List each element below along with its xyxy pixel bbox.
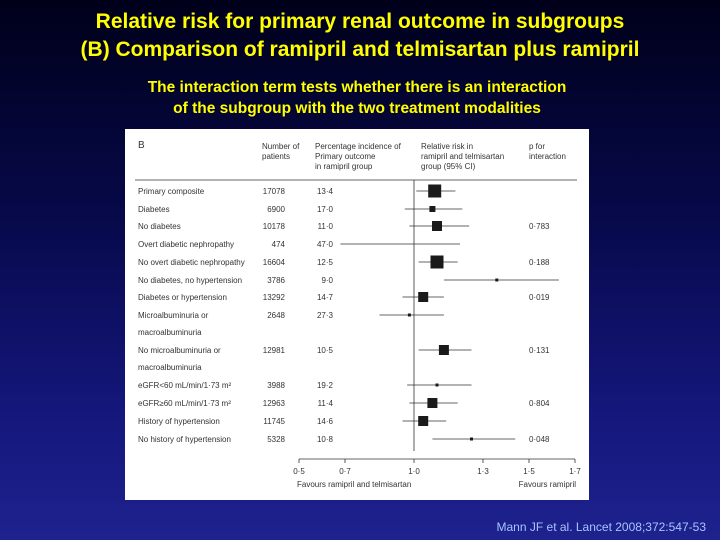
incidence-column-header: in ramipril group (315, 162, 373, 171)
point-estimate-marker (470, 437, 473, 441)
row-p-interaction: 0·131 (529, 346, 550, 355)
p-interaction-column-header: interaction (529, 152, 566, 161)
row-incidence: 14·7 (317, 293, 334, 302)
patients-column-header: Number of (262, 142, 300, 151)
row-label: No diabetes (138, 222, 181, 231)
p-interaction-column-header: p for (529, 142, 545, 151)
incidence-column-header: Primary outcome (315, 152, 376, 161)
row-incidence: 12·5 (317, 258, 334, 267)
x-axis-tick-label: 1·7 (569, 467, 581, 476)
row-label: eGFR<60 mL/min/1·73 m² (138, 381, 231, 390)
point-estimate-marker (429, 206, 436, 212)
row-patients: 3786 (267, 276, 285, 285)
row-p-interaction: 0·048 (529, 435, 550, 444)
row-incidence: 9·0 (321, 276, 333, 285)
row-incidence: 14·6 (317, 417, 334, 426)
point-estimate-marker (407, 313, 411, 317)
row-label: Diabetes or hypertension (138, 293, 227, 302)
row-label: No microalbuminuria or (138, 346, 221, 355)
row-patients: 2648 (267, 311, 285, 320)
row-incidence: 11·0 (318, 222, 334, 231)
row-label: No diabetes, no hypertension (138, 276, 242, 285)
point-estimate-marker (438, 345, 449, 355)
slide-title-line-1: Relative risk for primary renal outcome … (95, 10, 625, 33)
favours-right-label: Favours ramipril (519, 480, 577, 489)
patients-column-header: patients (262, 152, 290, 161)
row-label: Overt diabetic nephropathy (138, 240, 234, 249)
relative-risk-column-header: ramipril and telmisartan (421, 152, 504, 161)
point-estimate-marker (427, 398, 438, 408)
x-axis-tick-label: 0·5 (293, 467, 305, 476)
row-incidence: 11·4 (318, 399, 334, 408)
row-patients: 13292 (263, 293, 286, 302)
point-estimate-marker (495, 278, 499, 282)
row-patients: 3988 (267, 381, 285, 390)
x-axis-tick-label: 1·0 (408, 467, 420, 476)
favours-left-label: Favours ramipril and telmisartan (297, 480, 411, 489)
point-estimate-marker (432, 221, 442, 231)
panel-label: B (138, 140, 145, 151)
row-label: Diabetes (138, 205, 170, 214)
row-incidence: 19·2 (317, 381, 334, 390)
row-label: Microalbuminuria or (138, 311, 209, 320)
point-estimate-marker (435, 383, 439, 387)
row-patients: 10178 (263, 222, 286, 231)
row-label: Primary composite (138, 187, 205, 196)
slide-subtitle-line-2: of the subgroup with the two treatment m… (173, 100, 541, 117)
row-incidence: 27·3 (317, 311, 334, 320)
row-patients: 12963 (263, 399, 286, 408)
row-patients: 17078 (263, 187, 286, 196)
row-patients: 11745 (263, 417, 285, 426)
row-incidence: 10·8 (317, 435, 334, 444)
point-estimate-marker (418, 416, 429, 426)
row-p-interaction: 0·804 (529, 399, 550, 408)
point-estimate-marker (428, 184, 442, 198)
row-patients: 6900 (267, 205, 285, 214)
row-p-interaction: 0·019 (529, 293, 550, 302)
row-incidence: 47·0 (317, 240, 334, 249)
slide-title: Relative risk for primary renal outcome … (0, 8, 720, 64)
forest-plot-panel: B Number of patients Percentage incidence o… (125, 129, 589, 500)
row-incidence: 17·0 (317, 205, 334, 214)
citation: Mann JF et al. Lancet 2008;372:547-53 (496, 520, 706, 534)
relative-risk-column-header: Relative risk in (421, 142, 473, 151)
x-axis-tick-label: 0·7 (339, 467, 351, 476)
row-p-interaction: 0·188 (529, 258, 550, 267)
row-label: eGFR≥60 mL/min/1·73 m² (138, 399, 231, 408)
x-axis-tick-label: 1·5 (523, 467, 535, 476)
slide-title-line-2: (B) Comparison of ramipril and telmisart… (80, 38, 640, 61)
row-patients: 16604 (263, 258, 286, 267)
row-label: History of hypertension (138, 417, 220, 426)
row-label-line-2: macroalbuminuria (138, 328, 202, 337)
slide-subtitle: The interaction term tests whether there… (0, 77, 714, 119)
x-axis-tick-label: 1·3 (477, 467, 489, 476)
point-estimate-marker (430, 255, 444, 269)
row-label: No overt diabetic nephropathy (138, 258, 245, 267)
row-patients: 474 (272, 240, 286, 249)
incidence-column-header: Percentage incidence of (315, 142, 402, 151)
row-incidence: 13·4 (317, 187, 334, 196)
row-patients: 12981 (263, 346, 286, 355)
point-estimate-marker (418, 292, 429, 302)
row-patients: 5328 (267, 435, 285, 444)
row-incidence: 10·5 (317, 346, 334, 355)
relative-risk-column-header: group (95% CI) (421, 162, 476, 171)
slide-subtitle-line-1: The interaction term tests whether there… (147, 79, 567, 96)
row-label: No history of hypertension (138, 435, 231, 444)
row-p-interaction: 0·783 (529, 222, 550, 231)
row-label-line-2: macroalbuminuria (138, 363, 202, 372)
